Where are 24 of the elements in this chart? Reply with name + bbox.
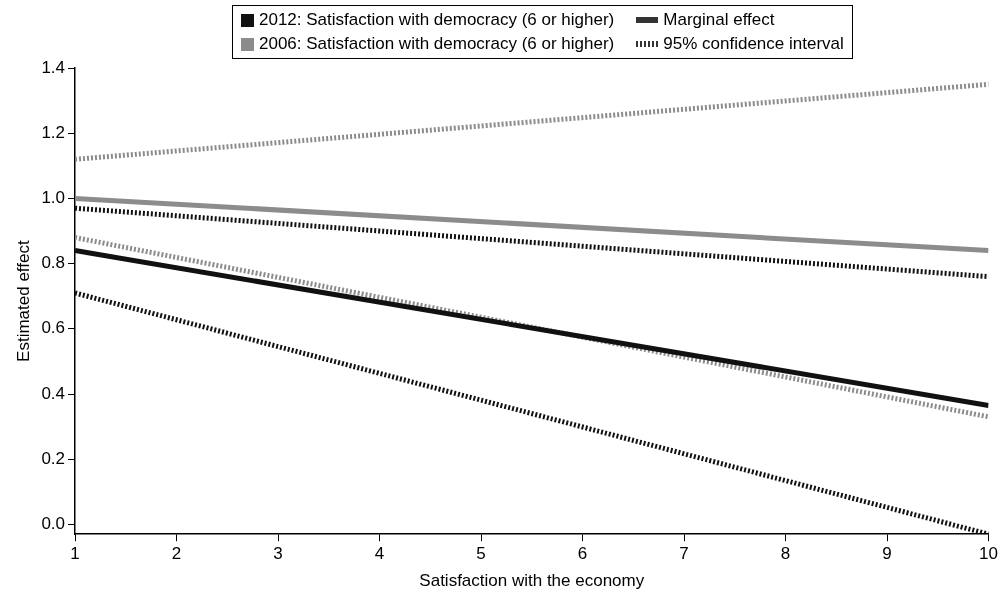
x-tick-label: 9	[882, 544, 892, 564]
legend-label: 2012: Satisfaction with democracy (6 or higher)	[259, 10, 615, 30]
x-tick-label: 3	[273, 544, 283, 564]
x-tick-label: 1	[70, 544, 80, 564]
legend-label: 2006: Satisfaction with democracy (6 or higher)	[259, 34, 615, 54]
y-axis-title: Estimated effect	[13, 240, 33, 362]
y-tick-label: 1.4	[41, 57, 66, 77]
x-tick-label: 5	[476, 544, 486, 564]
x-tick-label: 2	[171, 544, 182, 564]
x-tick-label: 8	[780, 544, 791, 564]
y-tick-label: 0.2	[41, 448, 66, 468]
x-tick-label: 7	[679, 544, 689, 564]
x-tick-label: 4	[374, 544, 385, 564]
y-tick-label: 0.4	[41, 383, 66, 403]
y-tick-label: 0.8	[41, 253, 66, 273]
y-tick-label: 0.0	[41, 514, 66, 534]
x-tick-label: 6	[577, 544, 588, 564]
y-tick-label: 0.6	[41, 318, 66, 338]
x-axis-title: Satisfaction with the economy	[419, 571, 645, 591]
y-tick-label: 1.2	[41, 122, 66, 142]
y-tick-label: 1.0	[41, 188, 66, 208]
text: 95% confidence interval	[663, 34, 844, 54]
text: Marginal effect	[663, 10, 775, 30]
x-tick-label: 10	[979, 544, 999, 564]
